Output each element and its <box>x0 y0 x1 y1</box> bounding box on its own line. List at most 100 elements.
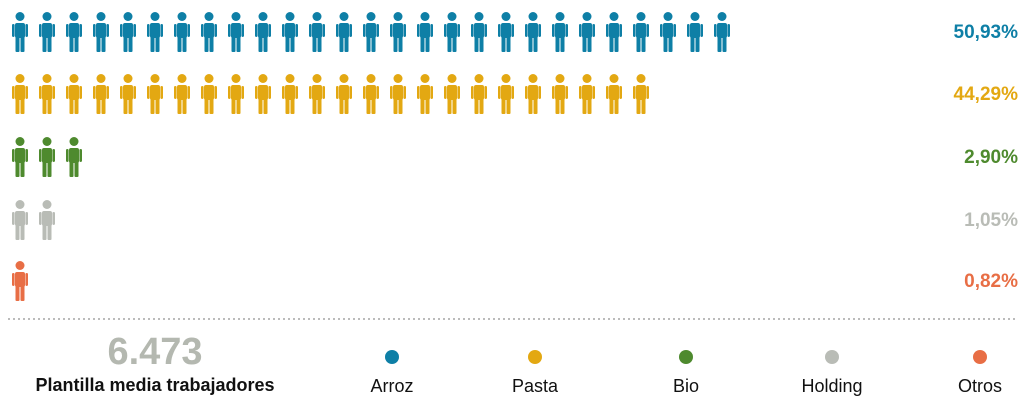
icon-torso <box>420 85 430 100</box>
icon-arm <box>147 24 150 37</box>
person-icon <box>93 12 109 52</box>
icon-torso <box>690 23 700 38</box>
icon-leg <box>20 285 25 301</box>
icon-torso <box>285 85 295 100</box>
icon-torso <box>258 85 268 100</box>
icon-torso <box>204 23 214 38</box>
icon-leg <box>128 36 133 52</box>
icon-arm <box>39 212 42 225</box>
icon-arm <box>228 24 231 37</box>
icon-arm <box>498 24 501 37</box>
icon-arm <box>120 24 123 37</box>
icon-head <box>339 12 349 21</box>
icon-torso <box>177 23 187 38</box>
icon-arm <box>79 86 82 99</box>
person-icon <box>498 12 514 52</box>
icon-torso <box>474 85 484 100</box>
icon-head <box>285 74 295 83</box>
icon-arm <box>430 86 433 99</box>
icon-arm <box>538 24 541 37</box>
icon-arm <box>633 24 636 37</box>
icon-torso <box>555 85 565 100</box>
icon-arm <box>106 86 109 99</box>
icon-leg <box>236 36 241 52</box>
icon-torso <box>42 211 52 226</box>
icon-leg <box>177 36 182 52</box>
icon-leg <box>447 98 452 114</box>
person-icon <box>147 12 163 52</box>
icon-torso <box>231 23 241 38</box>
icon-torso <box>339 85 349 100</box>
icon-leg <box>506 36 511 52</box>
icon-arm <box>12 24 15 37</box>
icon-torso <box>528 23 538 38</box>
legend-dot <box>385 350 399 364</box>
person-icon <box>66 12 82 52</box>
person-icon <box>12 200 28 240</box>
icon-leg <box>366 36 371 52</box>
legend-dot <box>973 350 987 364</box>
icon-arm <box>376 24 379 37</box>
icon-arm <box>579 86 582 99</box>
icon-leg <box>641 98 646 114</box>
icon-arm <box>430 24 433 37</box>
person-icon <box>579 74 595 114</box>
icon-head <box>663 12 673 21</box>
icon-leg <box>501 36 506 52</box>
icon-leg <box>398 36 403 52</box>
icon-head <box>393 74 403 83</box>
icon-leg <box>42 224 47 240</box>
icon-head <box>69 12 79 21</box>
icon-leg <box>366 98 371 114</box>
icon-arm <box>241 24 244 37</box>
icon-arm <box>349 24 352 37</box>
icon-arm <box>525 86 528 99</box>
icon-leg <box>479 98 484 114</box>
icon-head <box>204 74 214 83</box>
person-icon <box>201 74 217 114</box>
icon-arm <box>93 24 96 37</box>
icon-leg <box>15 285 20 301</box>
icon-head <box>474 12 484 21</box>
icon-torso <box>69 148 79 163</box>
legend-label: Pasta <box>512 376 559 396</box>
icon-head <box>366 12 376 21</box>
icon-arm <box>25 273 28 286</box>
icon-leg <box>528 98 533 114</box>
icon-arm <box>714 24 717 37</box>
person-icon <box>174 74 190 114</box>
icon-torso <box>96 85 106 100</box>
icon-arm <box>147 86 150 99</box>
icon-arm <box>52 24 55 37</box>
value-label: 1,05% <box>964 210 1018 231</box>
icon-arm <box>187 24 190 37</box>
person-icon <box>12 74 28 114</box>
value-label: 50,93% <box>954 22 1019 43</box>
icon-head <box>393 12 403 21</box>
icon-leg <box>290 36 295 52</box>
icon-head <box>15 74 25 83</box>
icon-leg <box>344 36 349 52</box>
icon-torso <box>609 23 619 38</box>
icon-arm <box>160 86 163 99</box>
icon-head <box>15 261 25 270</box>
icon-leg <box>533 98 538 114</box>
icon-arm <box>12 273 15 286</box>
icon-arm <box>201 86 204 99</box>
icon-torso <box>447 85 457 100</box>
icon-leg <box>42 98 47 114</box>
icon-arm <box>349 86 352 99</box>
icon-arm <box>444 24 447 37</box>
icon-arm <box>444 86 447 99</box>
person-icon <box>93 74 109 114</box>
icon-arm <box>282 86 285 99</box>
icon-head <box>555 12 565 21</box>
person-icon <box>579 12 595 52</box>
person-icon <box>363 74 379 114</box>
person-icon <box>390 12 406 52</box>
icon-arm <box>241 86 244 99</box>
icon-arm <box>606 24 609 37</box>
icon-arm <box>268 24 271 37</box>
icon-torso <box>96 23 106 38</box>
icon-arm <box>606 86 609 99</box>
